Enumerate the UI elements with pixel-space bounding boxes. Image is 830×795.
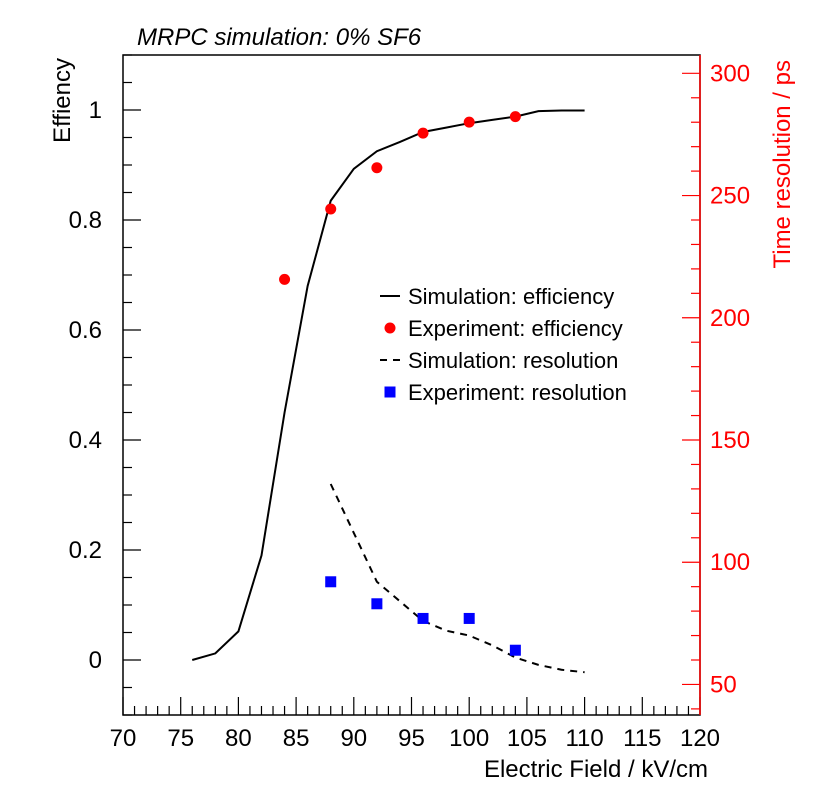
x-tick-label: 100	[449, 725, 489, 752]
x-tick-label: 110	[565, 725, 603, 752]
y2-axis-label: Time resolution / ps	[769, 60, 796, 269]
experiment-efficiency-point	[417, 127, 429, 139]
experiment-efficiency-point	[279, 273, 291, 285]
x-axis-label: Electric Field / kV/cm	[484, 756, 708, 783]
y-tick-label: 1	[89, 97, 102, 124]
x-tick-label: 75	[167, 725, 194, 752]
y-tick-label: 0.6	[69, 317, 102, 344]
x-tick-label: 120	[680, 725, 720, 752]
y-axis-label: Effiency	[49, 58, 76, 143]
experiment-efficiency-point	[463, 116, 475, 128]
experiment-resolution-point	[509, 644, 521, 656]
experiment-resolution-point	[371, 598, 383, 610]
x-tick-label: 115	[623, 725, 661, 752]
y-tick-label: 0.8	[69, 207, 102, 234]
experiment-resolution-point	[325, 576, 337, 588]
legend-label: Experiment: efficiency	[408, 316, 623, 341]
x-tick-label: 85	[283, 725, 310, 752]
y2-tick-label: 150	[710, 427, 750, 454]
simulation-resolution-line	[329, 483, 585, 674]
legend-label: Simulation: efficiency	[408, 284, 614, 309]
legend: Simulation: efficiency Experiment: effici…	[380, 284, 627, 405]
experiment-resolution-point	[463, 612, 475, 624]
legend-marker-square	[384, 386, 396, 398]
y2-axis: 50 100 150 200 250 300	[682, 55, 750, 715]
y-axis: 0 0.2 0.4 0.6 0.8 1	[69, 54, 141, 716]
y2-tick-label: 300	[710, 60, 750, 87]
x-tick-label: 90	[340, 725, 367, 752]
y-tick-label: 0.2	[69, 537, 102, 564]
y2-tick-label: 100	[710, 549, 750, 576]
y2-tick-label: 50	[710, 671, 737, 698]
chart-title: MRPC simulation: 0% SF6	[137, 24, 422, 51]
x-tick-label: 80	[225, 725, 252, 752]
x-axis: 70 75 80 85 90 95 100 105 110 115 120	[110, 697, 720, 752]
experiment-resolution-point	[417, 612, 429, 624]
y2-tick-label: 250	[710, 183, 750, 210]
experiment-efficiency-point	[325, 203, 337, 215]
y2-tick-label: 200	[710, 305, 750, 332]
x-tick-label: 105	[507, 725, 547, 752]
x-tick-label: 95	[398, 725, 425, 752]
legend-label: Experiment: resolution	[408, 380, 627, 405]
series-layer	[191, 109, 585, 674]
experiment-efficiency-point	[371, 162, 383, 174]
y-tick-label: 0	[89, 647, 102, 674]
legend-marker-circle	[384, 322, 396, 334]
y-tick-label: 0.4	[69, 427, 102, 454]
legend-label: Simulation: resolution	[408, 348, 618, 373]
experiment-efficiency-point	[509, 111, 521, 123]
x-tick-label: 70	[110, 725, 137, 752]
